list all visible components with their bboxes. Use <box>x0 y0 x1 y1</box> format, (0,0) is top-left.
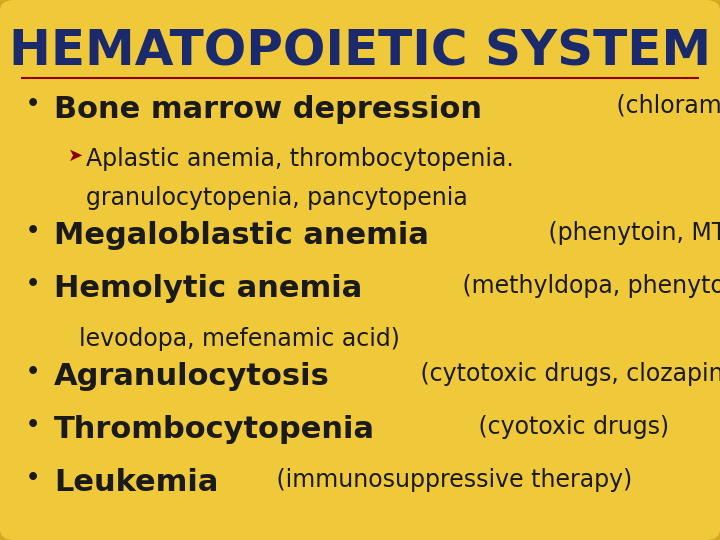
Text: (chloramphenicol): (chloramphenicol) <box>609 94 720 118</box>
Text: •: • <box>25 274 40 294</box>
Text: Leukemia: Leukemia <box>54 468 218 497</box>
Text: Aplastic anemia, thrombocytopenia.: Aplastic anemia, thrombocytopenia. <box>86 147 514 171</box>
Text: Hemolytic anemia: Hemolytic anemia <box>54 274 362 303</box>
Text: levodopa, mefenamic acid): levodopa, mefenamic acid) <box>79 327 400 351</box>
Text: •: • <box>25 94 40 114</box>
Text: (cyotoxic drugs): (cyotoxic drugs) <box>471 415 669 439</box>
Text: Megaloblastic anemia: Megaloblastic anemia <box>54 221 429 251</box>
Text: •: • <box>25 468 40 488</box>
Text: ➤: ➤ <box>68 147 84 165</box>
Text: (cytotoxic drugs, clozapine): (cytotoxic drugs, clozapine) <box>413 362 720 386</box>
Text: HEMATOPOIETIC SYSTEM: HEMATOPOIETIC SYSTEM <box>9 27 711 75</box>
Text: Thrombocytopenia: Thrombocytopenia <box>54 415 375 444</box>
Text: •: • <box>25 415 40 435</box>
Text: Bone marrow depression: Bone marrow depression <box>54 94 482 124</box>
Text: Agranulocytosis: Agranulocytosis <box>54 362 330 392</box>
Text: (immunosuppressive therapy): (immunosuppressive therapy) <box>269 468 632 492</box>
Text: •: • <box>25 362 40 382</box>
Text: •: • <box>25 221 40 241</box>
Text: granulocytopenia, pancytopenia: granulocytopenia, pancytopenia <box>86 186 468 210</box>
Text: (methyldopa, phenytoin,: (methyldopa, phenytoin, <box>454 274 720 298</box>
Text: (phenytoin, MTX): (phenytoin, MTX) <box>541 221 720 245</box>
